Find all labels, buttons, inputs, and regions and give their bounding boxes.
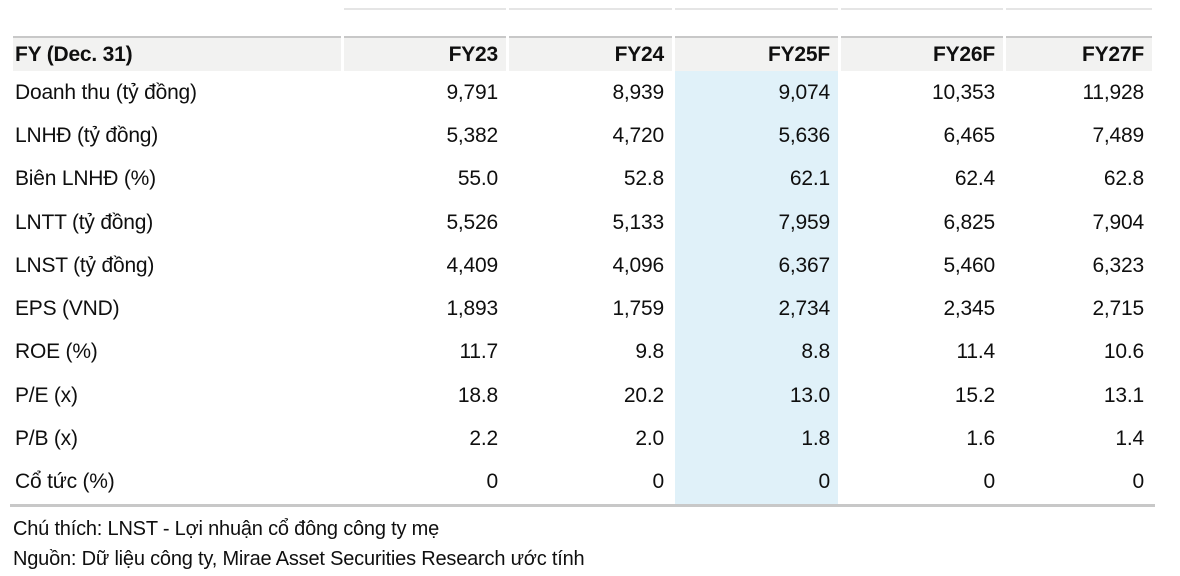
cell-fy27f: 2,715	[1092, 297, 1144, 321]
cell-fy23: 18.8	[457, 383, 498, 407]
financial-summary-table: FY (Dec. 31) FY23 FY24 FY25F FY26F FY27F…	[10, 36, 1155, 507]
cell-fy25f: 8.8	[675, 330, 838, 375]
cell-fy26f: 10,353	[931, 80, 995, 104]
cell-fy27f: 11,928	[1082, 80, 1145, 104]
row-label: Cổ tức (%)	[15, 470, 115, 494]
cell-fy24: 20.2	[623, 383, 664, 407]
column-header-fy26f: FY26F	[841, 36, 1003, 71]
cell-fy23: 55.0	[457, 167, 498, 191]
cell-fy24: 2.0	[635, 427, 664, 451]
column-header-fy25f: FY25F	[675, 36, 838, 71]
cell-fy25f: 6,367	[675, 244, 838, 288]
cell-fy24: 9.8	[635, 340, 664, 364]
cell-fy27f: 0	[1132, 470, 1145, 494]
column-header-fy27f: FY27F	[1006, 36, 1152, 71]
cell-fy25f: 2,734	[675, 287, 838, 331]
cell-fy26f: 62.4	[954, 167, 995, 191]
cell-fy25f: 1.8	[675, 417, 838, 461]
column-header-fy24: FY24	[509, 36, 672, 71]
cell-fy24: 4,720	[612, 123, 664, 147]
table-row: P/B (x) 2.2 2.0 1.8 1.6 1.4	[13, 417, 1152, 461]
artifact-tick	[509, 8, 672, 10]
cell-fy24: 5,133	[612, 210, 664, 234]
cell-fy26f: 6,465	[943, 123, 995, 147]
artifact-tick	[675, 8, 838, 10]
row-label: P/E (x)	[15, 383, 78, 407]
cell-fy26f: 5,460	[943, 253, 995, 277]
table-row: P/E (x) 18.8 20.2 13.0 15.2 13.1	[13, 374, 1152, 418]
table-body: Doanh thu (tỷ đồng) 9,791 8,939 9,074 10,353…	[13, 71, 1152, 504]
cell-fy26f: 0	[983, 470, 996, 494]
cell-fy24: 1,759	[612, 297, 664, 321]
cell-fy25f: 5,636	[675, 114, 838, 158]
column-header-fiscal-year: FY (Dec. 31)	[13, 36, 341, 71]
table-row: EPS (VND) 1,893 1,759 2,734 2,345 2,715	[13, 287, 1152, 331]
footnotes: Chú thích: LNST - Lợi nhuận cổ đông công…	[13, 514, 1180, 574]
cell-fy25f: 62.1	[675, 157, 838, 201]
artifact-tick	[841, 8, 1003, 10]
cell-fy23: 9,791	[446, 80, 498, 104]
cell-fy23: 4,409	[446, 253, 498, 277]
row-label: LNHĐ (tỷ đồng)	[15, 123, 159, 147]
cell-fy27f: 10.6	[1103, 340, 1144, 364]
table-row: LNST (tỷ đồng) 4,409 4,096 6,367 5,460 6,323	[13, 244, 1152, 288]
row-label: ROE (%)	[15, 340, 98, 364]
cell-fy25f: 13.0	[675, 374, 838, 418]
cell-fy27f: 62.8	[1103, 167, 1144, 191]
footnote-source: Nguồn: Dữ liệu công ty, Mirae Asset Secu…	[13, 547, 585, 570]
cell-fy24: 4,096	[612, 253, 664, 277]
cell-fy26f: 2,345	[943, 297, 995, 321]
cell-fy27f: 13.1	[1103, 383, 1144, 407]
cell-fy25f: 9,074	[675, 71, 838, 115]
row-label: Biên LNHĐ (%)	[15, 167, 156, 191]
cell-fy23: 5,526	[446, 210, 498, 234]
cell-fy27f: 7,489	[1092, 123, 1144, 147]
cell-fy25f: 7,959	[675, 200, 838, 245]
cell-fy23: 1,893	[446, 297, 498, 321]
artifact-tick	[1006, 8, 1152, 10]
table-row: Doanh thu (tỷ đồng) 9,791 8,939 9,074 10,353…	[13, 71, 1152, 115]
cell-fy24: 8,939	[612, 80, 664, 104]
row-label: EPS (VND)	[15, 297, 120, 321]
artifact-tick	[344, 8, 506, 10]
row-label: Doanh thu (tỷ đồng)	[15, 80, 197, 104]
cell-fy23: 0	[486, 470, 499, 494]
table-row: LNHĐ (tỷ đồng) 5,382 4,720 5,636 6,465 7,489	[13, 114, 1152, 158]
row-label: LNST (tỷ đồng)	[15, 253, 155, 277]
cell-fy25f: 0	[675, 460, 838, 504]
cell-fy26f: 11.4	[956, 340, 995, 364]
cell-fy27f: 7,904	[1092, 210, 1144, 234]
cell-fy26f: 6,825	[943, 210, 995, 234]
cell-fy26f: 1.6	[966, 427, 995, 451]
cell-fy23: 5,382	[446, 123, 498, 147]
table-row: Biên LNHĐ (%) 55.0 52.8 62.1 62.4 62.8	[13, 157, 1152, 201]
table-header-row: FY (Dec. 31) FY23 FY24 FY25F FY26F FY27F	[13, 36, 1152, 71]
footnote-note: Chú thích: LNST - Lợi nhuận cổ đông công…	[13, 517, 440, 540]
table-row: LNTT (tỷ đồng) 5,526 5,133 7,959 6,825 7,904	[13, 200, 1152, 245]
cell-fy23: 2.2	[469, 427, 498, 451]
cell-fy24: 52.8	[623, 167, 664, 191]
row-label: LNTT (tỷ đồng)	[15, 210, 154, 234]
cell-fy23: 11.7	[459, 340, 498, 364]
column-header-fy23: FY23	[344, 36, 506, 71]
table-row: Cổ tức (%) 0 0 0 0 0	[13, 460, 1152, 504]
row-label: P/B (x)	[15, 427, 78, 451]
cell-fy27f: 1.4	[1115, 427, 1144, 451]
cell-fy26f: 15.2	[954, 383, 995, 407]
cell-fy24: 0	[652, 470, 665, 494]
table-row: ROE (%) 11.7 9.8 8.8 11.4 10.6	[13, 330, 1152, 375]
cell-fy27f: 6,323	[1092, 253, 1144, 277]
